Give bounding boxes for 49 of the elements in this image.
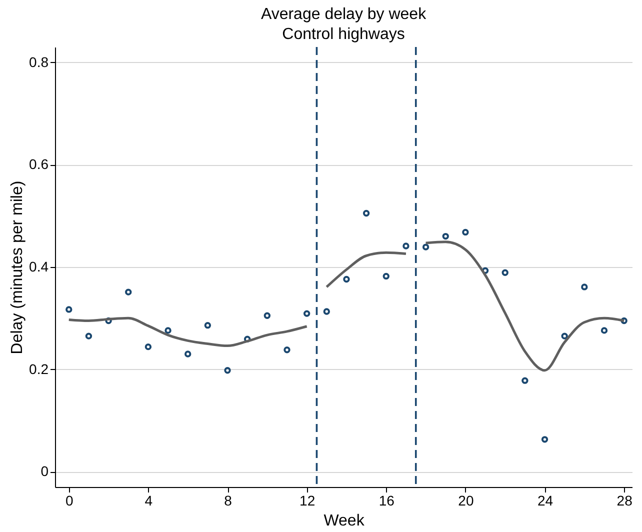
chart-subtitle: Control highways [282,26,405,44]
x-tick-label: 28 [616,492,633,508]
point [144,343,152,350]
y-tick-label: 0 [40,463,49,480]
point [164,327,172,334]
x-tick-label: 12 [300,492,316,508]
chart-title: Average delay by week [260,6,428,24]
point [482,267,489,274]
point [620,317,628,324]
point [502,269,508,276]
point [66,306,72,313]
point [522,377,528,384]
point [125,288,132,296]
x-tick-label: 4 [144,492,153,508]
line-series [424,240,626,372]
point [581,284,588,290]
point [422,244,430,250]
point [264,312,271,319]
y-tick-label: 0.2 [29,360,49,377]
y-tick-label: 0.4 [29,258,49,274]
point [561,332,568,340]
point [85,332,92,340]
point [303,310,310,317]
x-tick-label: 16 [378,492,395,508]
point [382,272,390,280]
point [442,232,449,240]
x-tick-label: 0 [65,492,74,508]
point [184,350,192,358]
point [343,276,350,283]
line-series [325,251,408,288]
point [284,346,290,354]
y-axis-title: Delay (minutes per mile) [9,180,26,354]
point [244,336,251,342]
point [541,436,548,443]
line-series [68,316,308,348]
point [323,308,330,315]
point [462,228,469,236]
y-tick-label: 0.6 [29,156,49,172]
point [204,322,212,329]
point [362,210,370,217]
point [402,242,410,250]
point [105,317,112,324]
x-tick-label: 20 [458,492,474,508]
x-tick-label: 24 [537,492,554,508]
point [600,327,608,334]
y-tick-label: 0.8 [29,54,49,70]
point [224,367,231,374]
x-axis-title: Week [324,512,366,530]
x-tick-label: 8 [224,492,232,508]
